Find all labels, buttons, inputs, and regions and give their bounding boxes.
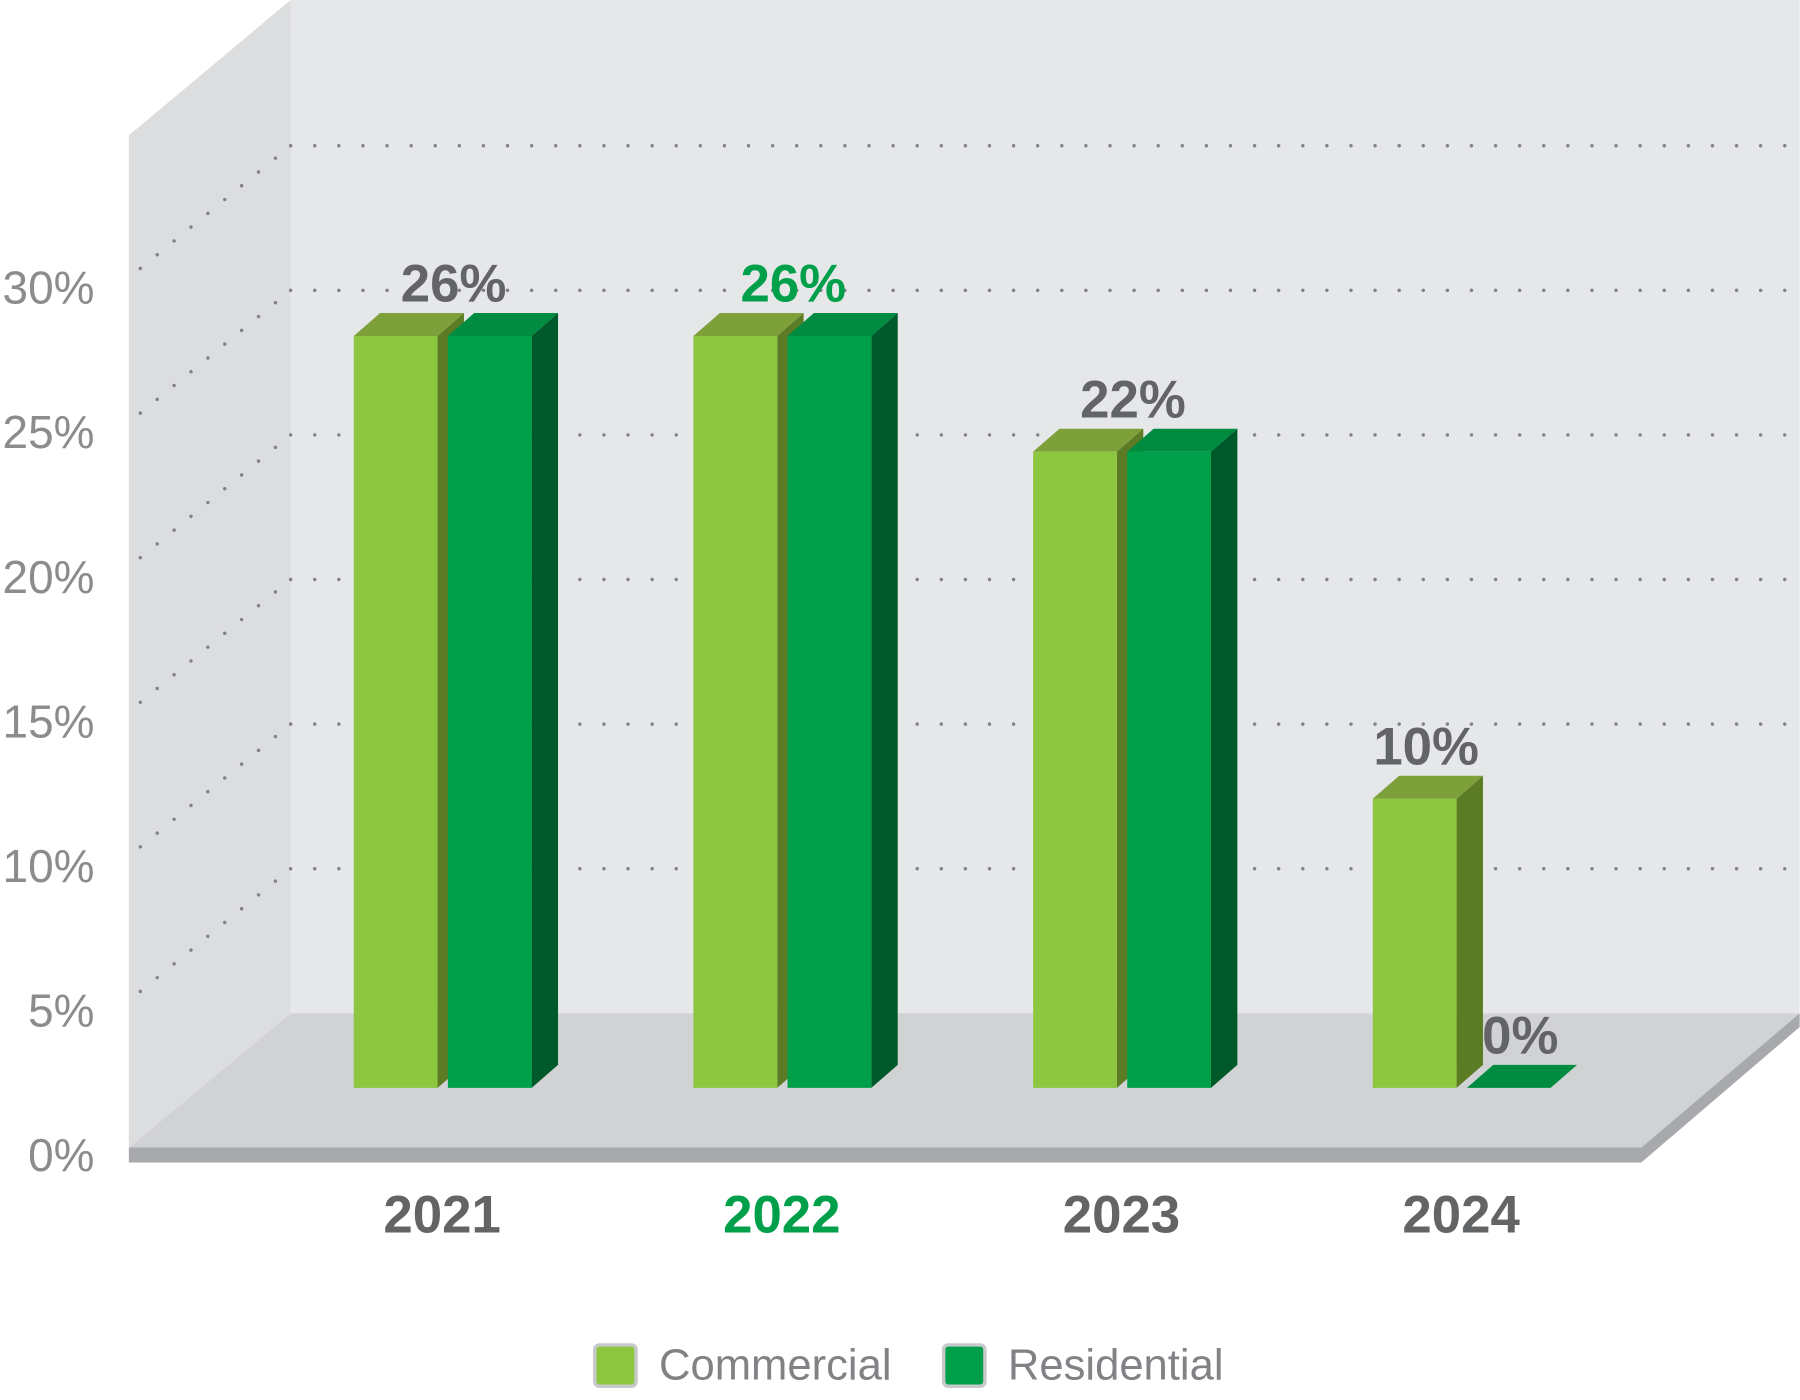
value-label: 26% bbox=[401, 255, 507, 314]
value-label: 0% bbox=[1482, 1007, 1558, 1066]
legend-label: Residential bbox=[1008, 1341, 1224, 1389]
bar-top bbox=[447, 313, 559, 336]
bar bbox=[1372, 798, 1457, 1088]
y-tick-label: 0% bbox=[28, 1129, 94, 1181]
x-tick-label: 2024 bbox=[1402, 1186, 1520, 1245]
x-tick-label: 2022 bbox=[723, 1186, 840, 1245]
floor-edge bbox=[128, 1013, 1800, 1163]
bar-top bbox=[353, 313, 464, 336]
bar-top bbox=[787, 313, 898, 336]
bar bbox=[1127, 451, 1211, 1088]
bar-top bbox=[1033, 428, 1144, 452]
y-tick-label: 25% bbox=[3, 406, 95, 458]
bar-side bbox=[1456, 775, 1483, 1088]
bar bbox=[447, 336, 532, 1088]
bar-top bbox=[1372, 775, 1483, 799]
value-label: 10% bbox=[1373, 717, 1479, 776]
y-tick-label: 10% bbox=[3, 840, 95, 892]
x-tick-label: 2023 bbox=[1063, 1186, 1180, 1245]
bar-top bbox=[693, 313, 804, 336]
bar bbox=[353, 336, 438, 1088]
bar-side bbox=[871, 313, 898, 1088]
bar-side bbox=[1210, 428, 1238, 1088]
x-tick-label: 2021 bbox=[383, 1186, 500, 1245]
y-tick-label: 20% bbox=[3, 551, 95, 603]
value-label: 22% bbox=[1080, 370, 1186, 429]
side-wall bbox=[128, 0, 291, 1148]
legend-swatch bbox=[593, 1343, 638, 1388]
value-label: 26% bbox=[740, 255, 846, 314]
bar bbox=[1033, 451, 1117, 1088]
y-tick-label: 15% bbox=[3, 695, 95, 747]
bar bbox=[787, 336, 872, 1088]
bar-top bbox=[1466, 1064, 1578, 1088]
bar-side bbox=[531, 313, 559, 1088]
y-tick-label: 5% bbox=[28, 985, 94, 1037]
bar-top bbox=[1127, 428, 1238, 452]
legend-swatch bbox=[941, 1343, 987, 1388]
y-tick-label: 30% bbox=[3, 262, 95, 314]
legend-label: Commercial bbox=[659, 1341, 892, 1389]
bar bbox=[693, 336, 778, 1088]
